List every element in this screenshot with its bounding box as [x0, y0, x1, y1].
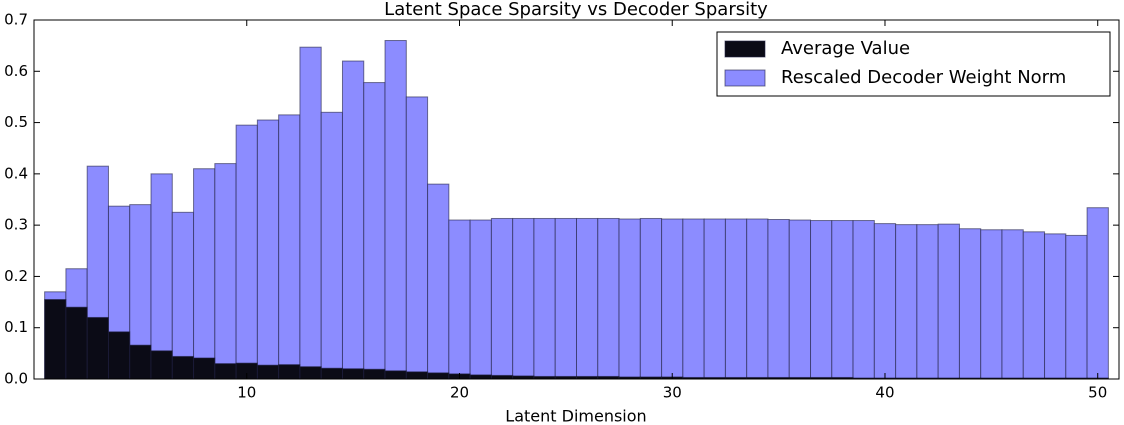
bar — [597, 217, 620, 380]
legend-swatch — [724, 69, 766, 87]
bar — [65, 306, 88, 380]
bar — [363, 82, 386, 380]
bar — [618, 218, 641, 380]
legend-label: Average Value — [781, 38, 910, 59]
bar — [937, 223, 960, 380]
bar — [490, 217, 514, 380]
bar — [554, 217, 577, 380]
bar — [278, 114, 301, 380]
bar — [831, 220, 854, 380]
bar — [86, 316, 109, 380]
bar — [682, 218, 705, 380]
bar — [746, 218, 769, 380]
bar — [916, 224, 939, 380]
bar — [150, 173, 173, 380]
x-tick-label: 50 — [1088, 384, 1107, 402]
bar — [469, 219, 492, 380]
bar — [299, 366, 322, 380]
bar — [107, 331, 131, 380]
bar — [1001, 229, 1024, 380]
bar — [278, 364, 301, 380]
bar — [384, 40, 407, 380]
legend-swatch — [724, 40, 766, 58]
bar — [1044, 233, 1067, 380]
chart-title: Latent Space Sparsity vs Decoder Sparsit… — [384, 0, 768, 20]
y-tick-label: 0.2 — [4, 267, 28, 285]
bar — [1086, 207, 1109, 380]
bar — [405, 371, 429, 380]
bar — [193, 168, 216, 380]
bar — [235, 124, 258, 380]
bar — [299, 46, 322, 380]
bar — [512, 217, 535, 380]
bar — [427, 372, 450, 380]
bar — [576, 217, 599, 380]
x-axis-label: Latent Dimension — [505, 407, 646, 425]
legend-label: Rescaled Decoder Weight Norm — [781, 67, 1066, 88]
bar — [661, 218, 684, 380]
bar — [980, 229, 1003, 380]
bar — [490, 374, 514, 380]
bar — [384, 370, 407, 380]
bar — [448, 219, 471, 380]
bar — [724, 218, 748, 380]
y-tick-label: 0.4 — [4, 164, 28, 182]
y-tick-label: 0.1 — [4, 318, 28, 336]
bar — [639, 217, 663, 380]
bar — [703, 218, 726, 380]
x-tick-label: 10 — [237, 384, 256, 402]
y-tick-label: 0.3 — [4, 216, 28, 234]
bar — [44, 299, 67, 380]
bar — [405, 96, 429, 380]
bar — [256, 364, 280, 380]
x-tick-label: 40 — [875, 384, 894, 402]
bar — [129, 344, 152, 380]
bar — [214, 363, 237, 380]
bar — [193, 357, 216, 380]
bar — [341, 60, 365, 380]
bar — [1065, 234, 1088, 380]
bar — [214, 163, 237, 380]
bar — [320, 367, 343, 380]
bar — [958, 228, 982, 380]
bar — [873, 223, 897, 380]
bar — [320, 111, 343, 380]
x-tick-label: 30 — [663, 384, 682, 402]
bar — [852, 220, 875, 380]
plot-frame — [33, 19, 1120, 380]
bar — [171, 211, 195, 380]
y-tick-label: 0.0 — [4, 370, 28, 388]
bar — [1022, 231, 1046, 380]
bar — [469, 374, 492, 380]
y-tick-label: 0.5 — [4, 113, 28, 131]
x-tick-label: 20 — [450, 384, 469, 402]
bar — [533, 217, 556, 380]
bar — [767, 219, 790, 380]
legend-box — [716, 31, 1111, 97]
bar — [427, 183, 450, 380]
bar — [171, 355, 195, 380]
bar — [150, 350, 173, 380]
bar — [810, 220, 833, 380]
bar — [788, 219, 812, 380]
bar — [363, 368, 386, 380]
y-tick-label: 0.6 — [4, 62, 28, 80]
bar — [895, 224, 918, 380]
bar — [256, 119, 280, 380]
y-tick-label: 0.7 — [4, 11, 28, 29]
bar — [341, 368, 365, 380]
